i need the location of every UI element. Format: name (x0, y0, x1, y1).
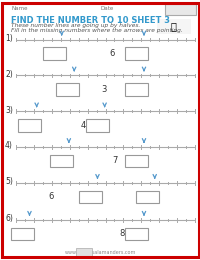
Bar (78, 191, 101, 203)
Text: 5): 5) (5, 177, 13, 186)
Text: Date: Date (100, 6, 113, 11)
Bar (43, 47, 66, 60)
Text: 8: 8 (119, 229, 125, 238)
Text: 2): 2) (5, 70, 13, 79)
Text: www.math-salamanders.com: www.math-salamanders.com (64, 250, 136, 255)
Bar (50, 155, 73, 167)
Text: 6: 6 (109, 49, 114, 58)
Text: Name: Name (11, 6, 27, 11)
Bar (125, 83, 148, 96)
Text: Fill in the missing numbers where the arrows are pointing.: Fill in the missing numbers where the ar… (11, 28, 182, 33)
Bar (156, 19, 190, 34)
Text: 6): 6) (5, 214, 13, 223)
Bar (55, 83, 78, 96)
Text: 4: 4 (80, 121, 85, 130)
Text: FIND THE NUMBER TO 10 SHEET 3: FIND THE NUMBER TO 10 SHEET 3 (11, 16, 169, 25)
Text: 👫: 👫 (177, 5, 182, 14)
Bar (125, 47, 148, 60)
Bar (125, 228, 148, 240)
Bar (18, 119, 41, 132)
Bar (11, 228, 34, 240)
Text: 🦕: 🦕 (170, 21, 176, 31)
Text: 3): 3) (5, 106, 13, 115)
Bar (85, 119, 108, 132)
Text: 7: 7 (112, 156, 117, 165)
Text: 3: 3 (101, 85, 106, 94)
Bar (135, 191, 158, 203)
Text: 4): 4) (5, 141, 13, 150)
Text: 6: 6 (48, 192, 53, 201)
Bar (164, 4, 195, 15)
Text: These number lines are going up by halves.: These number lines are going up by halve… (11, 23, 140, 28)
Bar (125, 155, 148, 167)
Text: 1): 1) (5, 34, 13, 43)
Bar (76, 248, 92, 256)
